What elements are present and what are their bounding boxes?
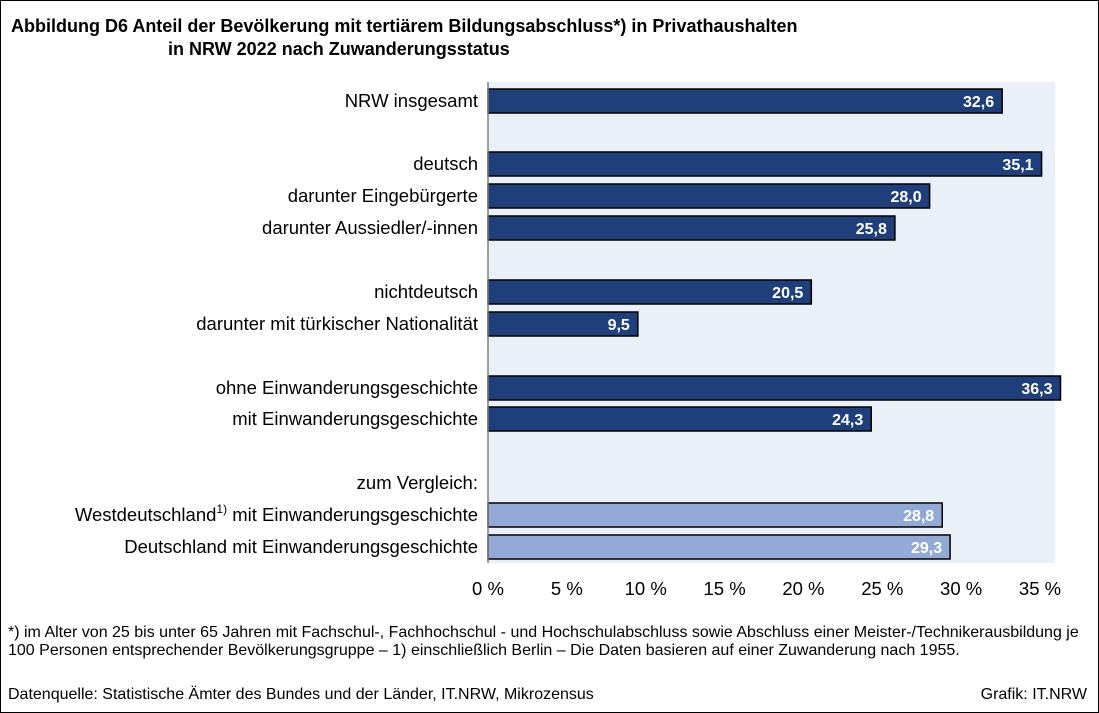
bar: [487, 406, 872, 432]
data-label: 24,3: [832, 412, 863, 429]
bar: [487, 88, 1003, 114]
category-label: Westdeutschland1) mit Einwanderungsgesch…: [75, 502, 478, 525]
x-tick-label: 20 %: [782, 578, 824, 599]
category-label: nichtdeutsch: [374, 281, 478, 302]
data-label: 29,3: [911, 540, 942, 557]
chart-title-line1: Abbildung D6 Anteil der Bevölkerung mit …: [11, 16, 798, 36]
bar: [487, 311, 639, 337]
category-label: deutsch: [413, 153, 478, 174]
data-label: 20,5: [772, 285, 803, 302]
data-label: 36,3: [1021, 381, 1052, 398]
data-label: 32,6: [963, 94, 994, 111]
x-tick-label: 30 %: [940, 578, 982, 599]
bar: [487, 183, 931, 209]
data-label: 28,0: [890, 189, 921, 206]
footnote: *) im Alter von 25 bis unter 65 Jahren m…: [8, 624, 1079, 659]
x-tick-label: 25 %: [861, 578, 903, 599]
bar: [487, 502, 943, 528]
bar: [487, 215, 896, 241]
category-label: NRW insgesamt: [345, 90, 478, 111]
category-label: zum Vergleich:: [357, 472, 478, 493]
category-label: darunter Eingebürgerte: [288, 185, 478, 206]
bar: [487, 151, 1043, 177]
category-label: mit Einwanderungsgeschichte: [232, 408, 478, 429]
category-label: ohne Einwanderungsgeschichte: [216, 377, 478, 398]
bar: [487, 279, 813, 305]
x-tick-label: 35 %: [1019, 578, 1061, 599]
bar: [487, 375, 1062, 401]
x-tick-label: 0 %: [472, 578, 504, 599]
data-source: Datenquelle: Statistische Ämter des Bund…: [8, 686, 594, 703]
data-label: 28,8: [903, 508, 934, 525]
category-label: Deutschland mit Einwanderungsgeschichte: [124, 536, 478, 557]
chart-title: Abbildung D6 Anteil der Bevölkerung mit …: [11, 15, 797, 61]
data-label: 25,8: [856, 221, 887, 238]
graphic-credit: Grafik: IT.NRW: [980, 686, 1087, 703]
data-label: 9,5: [608, 317, 630, 334]
x-tick-label: 15 %: [703, 578, 745, 599]
data-label: 35,1: [1002, 157, 1033, 174]
category-label: darunter mit türkischer Nationalität: [196, 313, 478, 334]
chart-title-line2: in NRW 2022 nach Zuwanderungsstatus: [168, 39, 510, 59]
bar: [487, 534, 951, 560]
x-tick-label: 5 %: [551, 578, 583, 599]
category-label: darunter Aussiedler/-innen: [262, 217, 478, 238]
x-tick-label: 10 %: [625, 578, 667, 599]
